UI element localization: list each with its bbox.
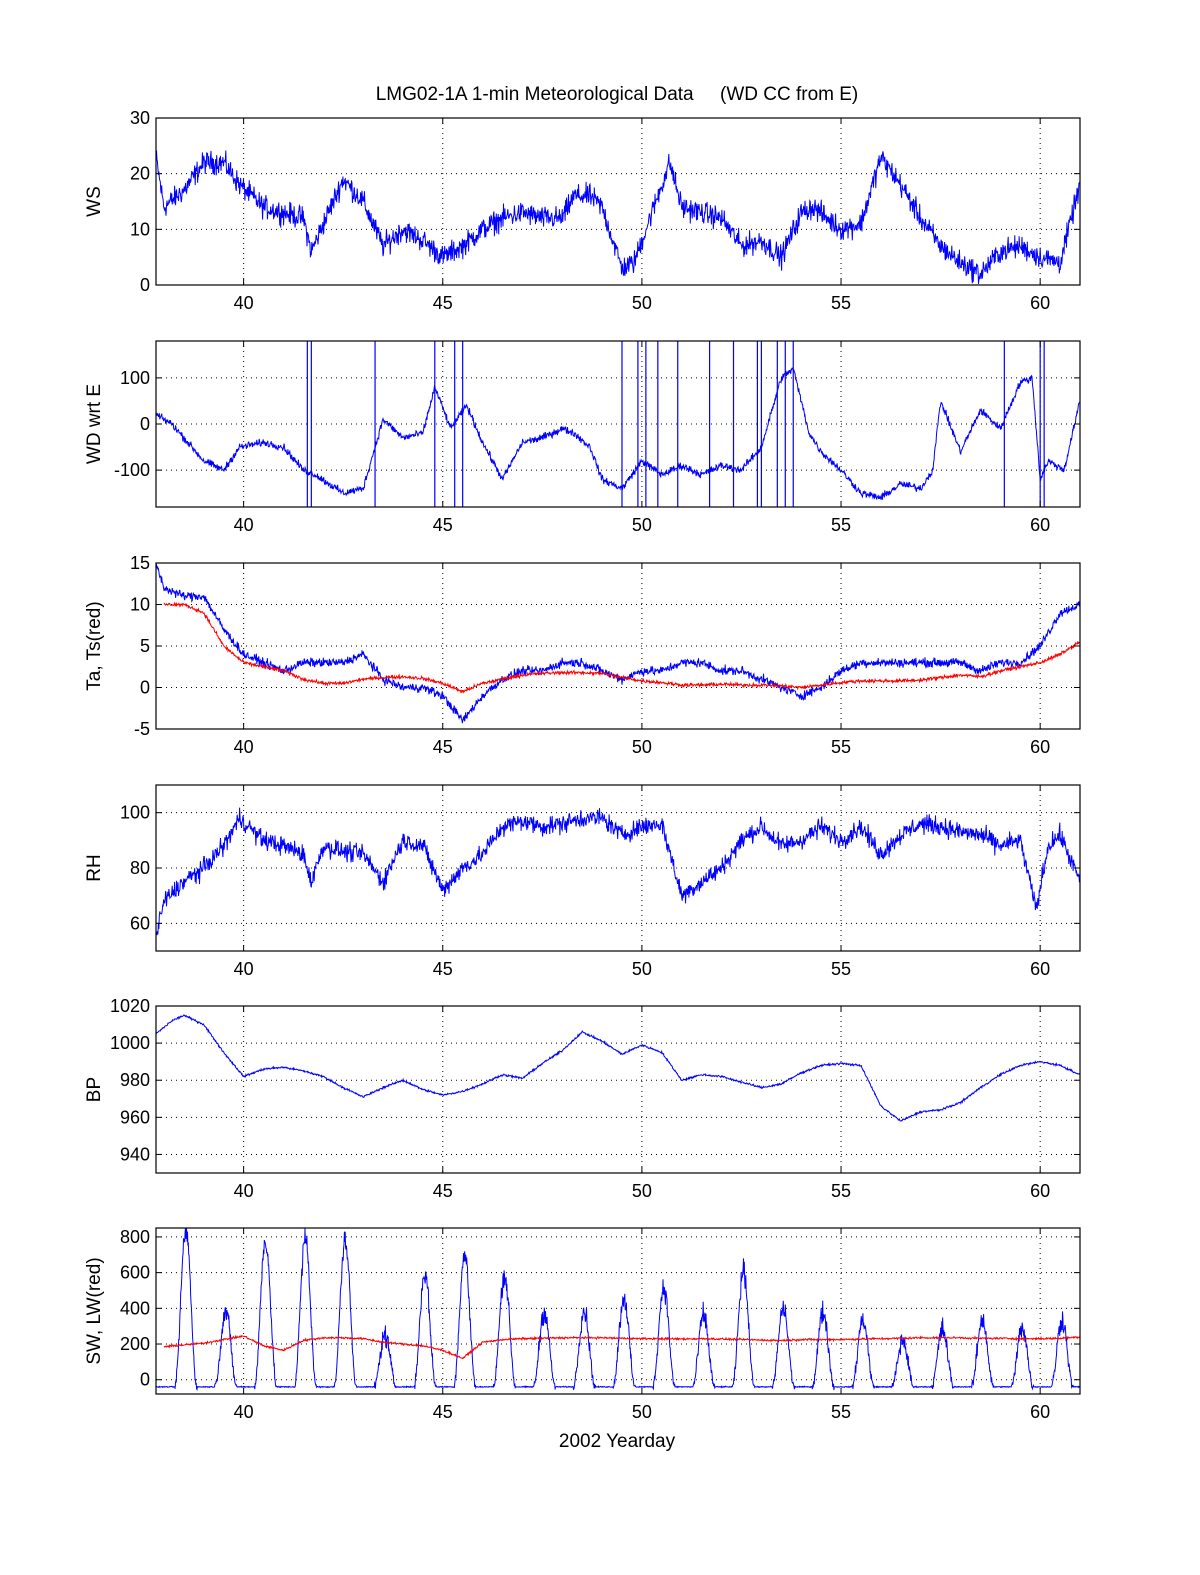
y-tick-label: 0 xyxy=(140,678,150,698)
series-line-2 xyxy=(163,601,1080,694)
series-line-2 xyxy=(163,1334,1080,1360)
y-tick-label: 30 xyxy=(130,108,150,128)
x-tick-label: 55 xyxy=(831,1402,851,1422)
y-tick-label: 0 xyxy=(140,414,150,434)
y-tick-label: 0 xyxy=(140,275,150,295)
plot-area xyxy=(156,1228,1080,1392)
panel-1: 40 45 50 55 60 0 10 20 30 WS xyxy=(84,108,1081,313)
x-tick-label: 60 xyxy=(1030,515,1050,535)
y-tick-label: 100 xyxy=(120,368,150,388)
y-axis-label: SW, LW(red) xyxy=(84,1257,105,1364)
y-tick-label: 940 xyxy=(120,1144,150,1164)
y-tick-label: 10 xyxy=(130,595,150,615)
x-tick-label: 40 xyxy=(234,959,254,979)
x-tick-label: 45 xyxy=(433,293,453,313)
panel-frame xyxy=(155,1005,1081,1174)
plot-area xyxy=(156,341,1080,507)
plot-area xyxy=(156,807,1080,936)
x-tick-label: 45 xyxy=(433,737,453,757)
x-tick-label: 45 xyxy=(433,515,453,535)
series-line-1 xyxy=(156,807,1080,936)
x-tick-label: 60 xyxy=(1030,1402,1050,1422)
x-tick-label: 45 xyxy=(433,1181,453,1201)
x-tick-label: 60 xyxy=(1030,293,1050,313)
y-tick-label: 0 xyxy=(140,1370,150,1390)
plot-area xyxy=(156,1014,1080,1122)
x-tick-label: 55 xyxy=(831,515,851,535)
x-tick-label: 55 xyxy=(831,959,851,979)
x-tick-label: 50 xyxy=(632,1402,652,1422)
y-axis-label: Ta, Ts(red) xyxy=(84,601,105,690)
x-tick-label: 55 xyxy=(831,293,851,313)
x-tick-label: 50 xyxy=(632,1181,652,1201)
y-tick-label: 100 xyxy=(120,803,150,823)
x-tick-label: 45 xyxy=(433,959,453,979)
x-tick-label: 40 xyxy=(234,1402,254,1422)
y-tick-label: 600 xyxy=(120,1263,150,1283)
y-tick-label: 960 xyxy=(120,1107,150,1127)
y-tick-label: 10 xyxy=(130,219,150,239)
y-tick-label: 980 xyxy=(120,1070,150,1090)
series-line-1 xyxy=(156,367,1080,500)
y-tick-label: 800 xyxy=(120,1227,150,1247)
panel-3: 40 45 50 55 60 -5 0 5 10 15 Ta, Ts(red) xyxy=(84,553,1081,757)
y-tick-label: 80 xyxy=(130,858,150,878)
x-tick-label: 50 xyxy=(632,959,652,979)
y-tick-label: 5 xyxy=(140,636,150,656)
y-axis-label: WS xyxy=(84,186,105,217)
x-tick-label: 60 xyxy=(1030,737,1050,757)
y-tick-label: -100 xyxy=(114,460,150,480)
y-axis-label: WD wrt E xyxy=(84,384,105,464)
plot-area xyxy=(156,150,1080,284)
x-tick-label: 50 xyxy=(632,737,652,757)
x-axis-label: 2002 Yearday xyxy=(559,1431,676,1452)
y-tick-label: 1000 xyxy=(110,1033,150,1053)
x-tick-label: 50 xyxy=(632,515,652,535)
y-tick-label: 60 xyxy=(130,913,150,933)
x-tick-label: 50 xyxy=(632,293,652,313)
x-tick-label: 60 xyxy=(1030,1181,1050,1201)
series-line-1 xyxy=(156,150,1080,284)
x-tick-label: 60 xyxy=(1030,959,1050,979)
panel-5: 40 45 50 55 60 940 960 980 1000 1020 BP xyxy=(84,996,1081,1201)
y-tick-label: 1020 xyxy=(110,996,150,1016)
panel-4: 40 45 50 55 60 60 80 100 RH xyxy=(84,784,1081,979)
y-tick-label: 200 xyxy=(120,1334,150,1354)
y-tick-label: 15 xyxy=(130,553,150,573)
panel-2: 40 45 50 55 60 -100 0 100 WD wrt E xyxy=(84,340,1081,535)
x-tick-label: 55 xyxy=(831,1181,851,1201)
y-axis-label: BP xyxy=(84,1077,105,1102)
panel-frame xyxy=(155,1227,1081,1395)
x-tick-label: 45 xyxy=(433,1402,453,1422)
series-line-1 xyxy=(156,1014,1080,1122)
chart-title: LMG02-1A 1-min Meteorological Data (WD C… xyxy=(376,84,859,105)
series-line-1 xyxy=(156,1228,1080,1392)
y-tick-label: 20 xyxy=(130,164,150,184)
y-tick-label: -5 xyxy=(134,719,150,739)
plot-area xyxy=(156,563,1080,724)
series-line-1 xyxy=(156,563,1080,724)
panel-frame xyxy=(155,117,1081,286)
x-tick-label: 55 xyxy=(831,737,851,757)
y-tick-label: 400 xyxy=(120,1298,150,1318)
x-tick-label: 40 xyxy=(234,1181,254,1201)
y-axis-label: RH xyxy=(84,854,105,881)
x-tick-label: 40 xyxy=(234,293,254,313)
x-tick-label: 40 xyxy=(234,737,254,757)
x-tick-label: 40 xyxy=(234,515,254,535)
